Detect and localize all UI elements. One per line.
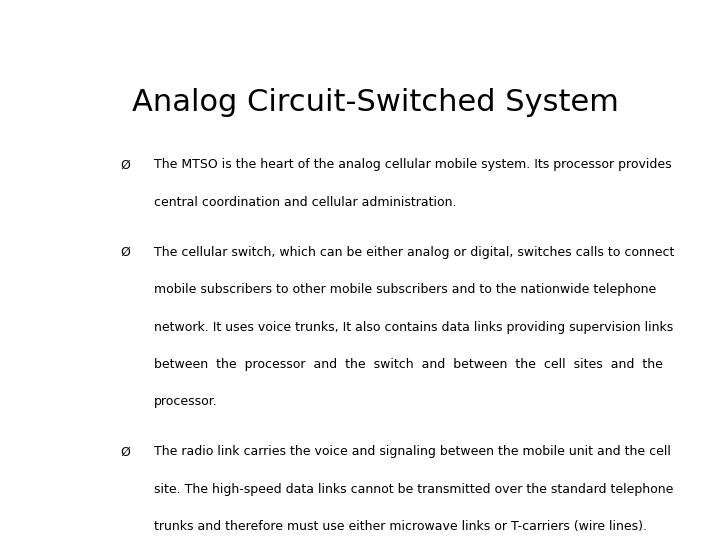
Text: Analog Circuit-Switched System: Analog Circuit-Switched System <box>132 87 618 117</box>
Text: network. It uses voice trunks, It also contains data links providing supervision: network. It uses voice trunks, It also c… <box>154 321 673 334</box>
Text: trunks and therefore must use either microwave links or T-carriers (wire lines).: trunks and therefore must use either mic… <box>154 520 647 533</box>
Text: site. The high-speed data links cannot be transmitted over the standard telephon: site. The high-speed data links cannot b… <box>154 483 673 496</box>
Text: processor.: processor. <box>154 395 218 408</box>
Text: Ø: Ø <box>121 246 130 259</box>
Text: The radio link carries the voice and signaling between the mobile unit and the c: The radio link carries the voice and sig… <box>154 446 671 458</box>
Text: between  the  processor  and  the  switch  and  between  the  cell  sites  and  : between the processor and the switch and… <box>154 358 663 371</box>
Text: The cellular switch, which can be either analog or digital, switches calls to co: The cellular switch, which can be either… <box>154 246 675 259</box>
Text: central coordination and cellular administration.: central coordination and cellular admini… <box>154 196 456 209</box>
Text: The MTSO is the heart of the analog cellular mobile system. Its processor provid: The MTSO is the heart of the analog cell… <box>154 158 672 171</box>
Text: Ø: Ø <box>121 158 130 171</box>
Text: mobile subscribers to other mobile subscribers and to the nationwide telephone: mobile subscribers to other mobile subsc… <box>154 283 657 296</box>
Text: Ø: Ø <box>121 446 130 458</box>
